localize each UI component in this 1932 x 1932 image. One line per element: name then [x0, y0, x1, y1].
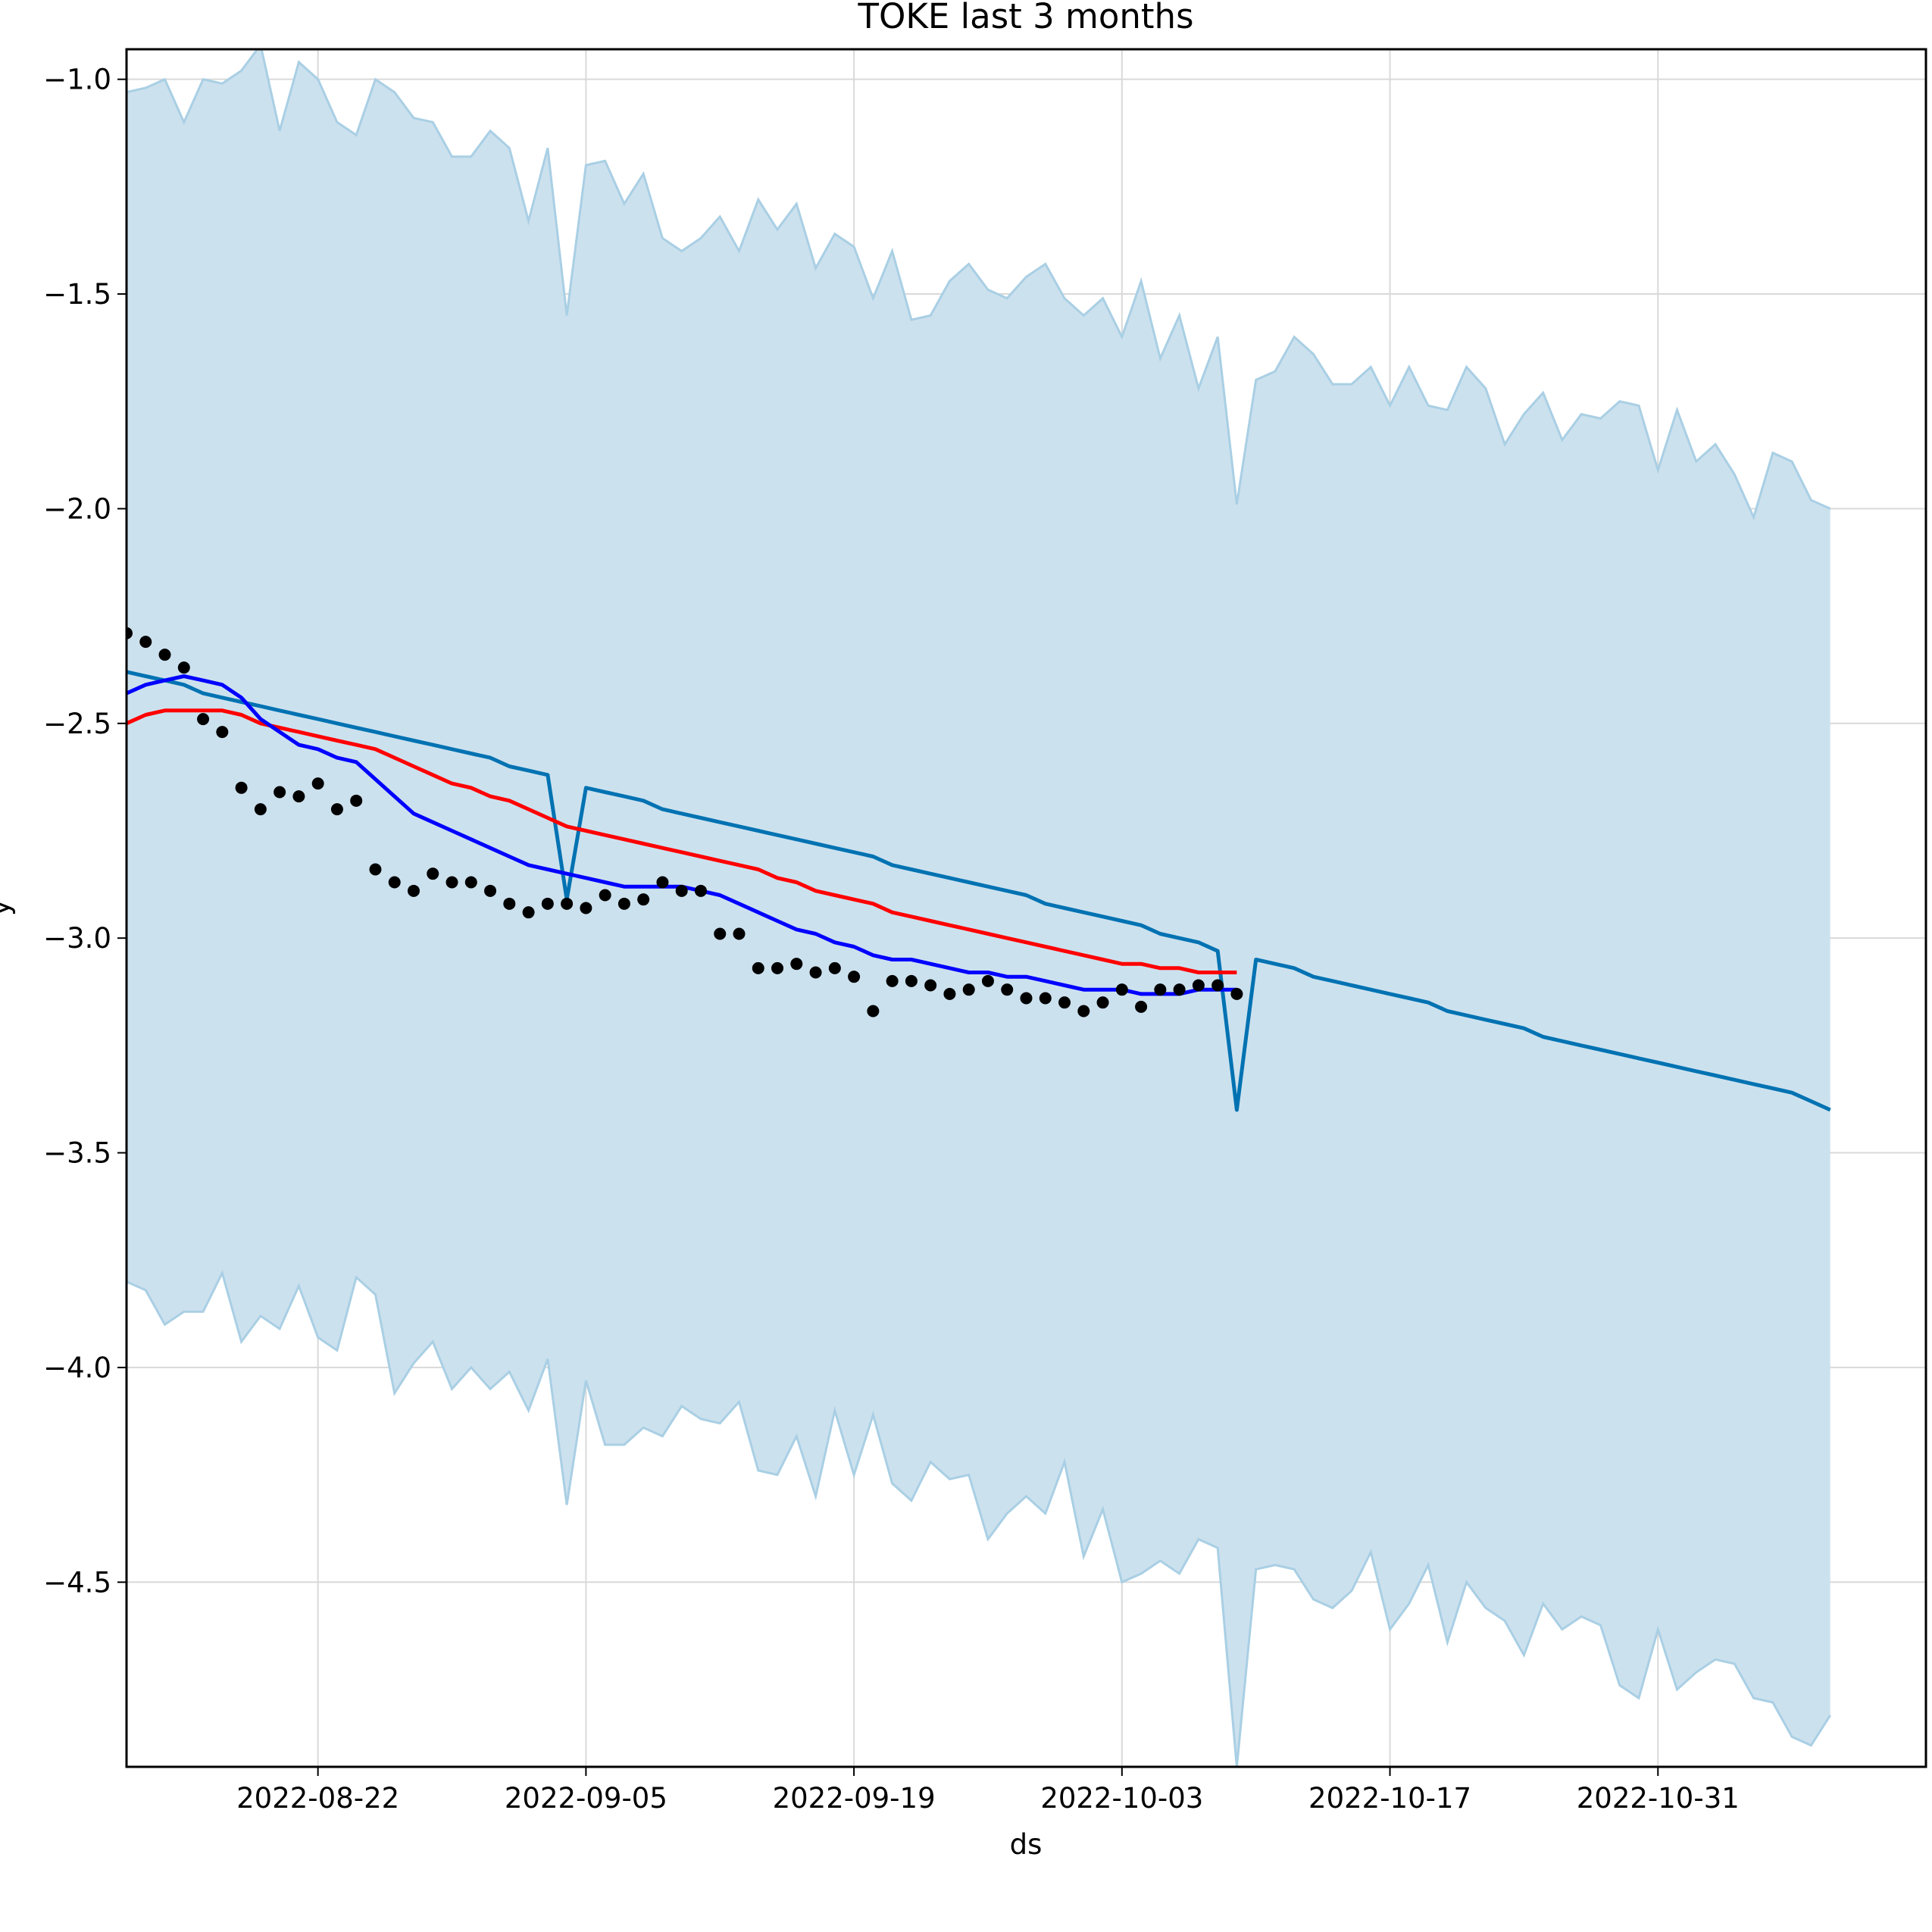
x-tick-label: 2022-08-22 — [236, 1782, 399, 1815]
observed-point — [656, 876, 669, 889]
y-tick-label: −2.5 — [43, 708, 111, 740]
observed-point — [962, 983, 975, 996]
observed-point — [1058, 996, 1071, 1009]
observed-point — [1211, 979, 1224, 992]
observed-point — [790, 958, 803, 971]
plot-area — [127, 49, 1831, 1767]
observed-point — [407, 884, 420, 897]
observed-point — [1135, 1000, 1148, 1013]
axis-ticks: 2022-08-22 2022-09-05 2022-09-19 2022-10-03… — [43, 64, 1740, 1815]
y-tick-label: −4.5 — [43, 1566, 111, 1599]
observed-point — [445, 876, 458, 889]
observed-point — [867, 1005, 880, 1018]
plot-frame — [125, 48, 1927, 1768]
x-tick-label: 2022-10-03 — [1040, 1782, 1203, 1815]
observed-point — [350, 794, 363, 807]
observed-point — [924, 979, 937, 992]
observed-point — [637, 893, 650, 906]
x-tick-label: 2022-10-17 — [1308, 1782, 1471, 1815]
band-lower-edge — [127, 1270, 1831, 1767]
observed-point — [1001, 983, 1014, 996]
observed-point — [733, 927, 746, 940]
observed-point — [1020, 992, 1033, 1005]
observed-point — [197, 713, 210, 726]
observed-point — [522, 906, 535, 919]
observed-point — [617, 897, 630, 910]
y-tick-label: −3.5 — [43, 1137, 111, 1170]
y-axis-label: y — [0, 899, 16, 916]
band-upper-edge — [127, 49, 1831, 521]
y-tick-label: −2.0 — [43, 492, 111, 525]
observed-point — [369, 863, 382, 876]
observed-point — [388, 876, 401, 889]
observed-point — [1096, 996, 1109, 1009]
observed-point — [752, 961, 764, 974]
observed-point — [580, 902, 592, 914]
observed-point — [311, 777, 324, 790]
observed-point — [484, 884, 497, 897]
red-series-line — [127, 708, 1237, 974]
observed-point — [1230, 987, 1243, 1000]
observed-point — [905, 974, 918, 987]
x-axis-label: ds — [1010, 1828, 1043, 1861]
observed-point — [943, 987, 956, 1000]
observed-point — [254, 803, 267, 816]
observed-point — [694, 884, 707, 897]
x-tick-label: 2022-09-05 — [505, 1782, 667, 1815]
observed-point — [848, 971, 861, 983]
y-tick-label: −3.0 — [43, 922, 111, 955]
forecast-line — [127, 670, 1831, 1112]
observed-point — [503, 897, 516, 910]
observed-point — [1039, 992, 1052, 1005]
observed-point — [158, 649, 171, 661]
x-tick-label: 2022-09-19 — [773, 1782, 936, 1815]
observed-point — [1115, 983, 1128, 996]
observed-point — [464, 876, 477, 889]
observed-point — [235, 781, 248, 794]
y-tick-label: −1.5 — [43, 278, 111, 311]
observed-point — [1192, 979, 1205, 992]
observed-point — [1077, 1005, 1090, 1018]
observed-point — [427, 868, 439, 880]
observed-point — [541, 897, 554, 910]
observed-point — [771, 961, 784, 974]
observed-point — [1154, 983, 1167, 996]
observed-point — [675, 884, 688, 897]
observed-point — [981, 974, 994, 987]
observed-point — [809, 966, 822, 979]
observed-point — [330, 803, 343, 816]
chart-title: TOKE last 3 months — [857, 0, 1193, 36]
observed-point — [828, 961, 841, 974]
observed-point — [599, 889, 611, 902]
observed-point — [714, 927, 727, 940]
observed-point — [292, 790, 305, 803]
x-tick-label: 2022-10-31 — [1577, 1782, 1740, 1815]
observed-point — [274, 786, 286, 799]
observed-point — [1173, 983, 1186, 996]
observed-point — [561, 897, 574, 910]
uncertainty-band — [127, 49, 1830, 1767]
observed-point — [886, 974, 899, 987]
observed-point — [177, 661, 190, 674]
y-tick-label: −1.0 — [43, 64, 111, 96]
y-tick-label: −4.0 — [43, 1352, 111, 1384]
observed-point — [127, 627, 133, 639]
observed-point — [216, 726, 229, 739]
observed-point — [139, 636, 152, 649]
